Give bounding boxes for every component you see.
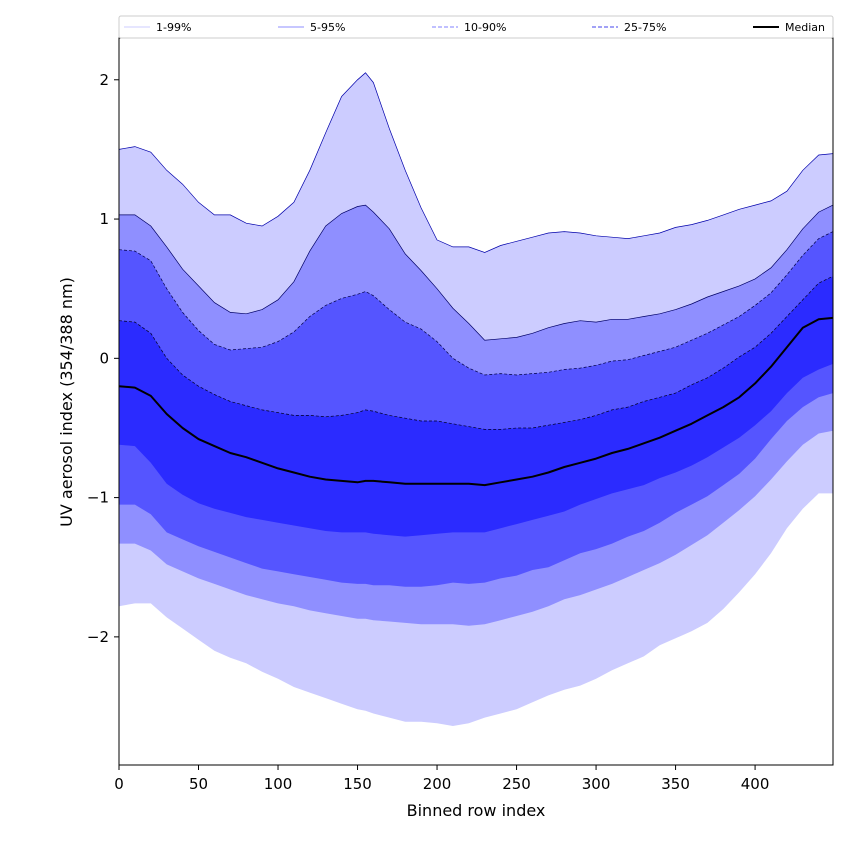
legend-entry: 10-90% [432,21,506,34]
legend-label: 25-75% [624,21,666,34]
y-tick-label: 0 [99,349,109,367]
x-tick-label: 250 [502,775,531,793]
legend-label: 1-99% [156,21,191,34]
x-tick-label: 0 [114,775,124,793]
y-tick-label: 1 [99,210,109,228]
bands-layer [119,72,833,727]
band-lines-layer [118,72,834,430]
y-axis-ticks: −2 −1 0 1 2 [87,71,119,646]
y-axis-label: UV aerosol index (354/388 nm) [57,277,76,527]
band-upper-line-5-95pct [119,204,834,341]
legend-label: 5-95% [310,21,345,34]
legend-frame [118,15,834,39]
x-tick-label: 50 [189,775,208,793]
legend-entry: 1-99% [124,21,191,34]
x-tick-label: 350 [661,775,690,793]
band-upper-line-10-90pct [118,231,834,376]
x-tick-label: 100 [264,775,293,793]
legend-label: Median [785,21,825,34]
legend-label: 10-90% [464,21,506,34]
legend-entry: 5-95% [278,21,345,34]
x-tick-label: 150 [343,775,372,793]
band-upper-line-25-75pct [118,275,834,430]
y-tick-label: −2 [87,628,109,646]
median-layer [118,316,834,487]
legend-entry: Median [753,21,825,34]
y-tick-label: 2 [99,71,109,89]
legend-entry: 25-75% [592,21,666,34]
x-axis-ticks: 0 50 100 150 200 250 300 350 400 [114,765,769,793]
band-25-75pct [119,276,833,537]
band-upper-line-1-99pct [118,72,834,253]
x-axis-label: Binned row index [407,801,546,820]
median-line [118,316,834,487]
y-tick-label: −1 [87,489,109,507]
plot-area [118,72,834,727]
x-tick-label: 400 [741,775,770,793]
legend: 1-99% 5-95% 10-90% 25-75% Median [118,15,834,39]
x-tick-label: 300 [582,775,611,793]
x-tick-label: 200 [423,775,452,793]
